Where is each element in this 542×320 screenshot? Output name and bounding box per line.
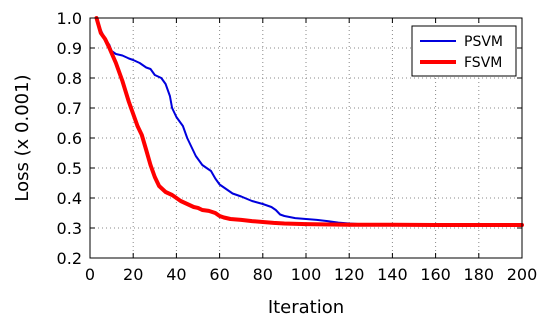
x-tick-label: 0 [85, 265, 95, 284]
y-tick-label: 0.5 [57, 159, 82, 178]
x-tick-label: 180 [464, 265, 495, 284]
x-tick-label: 200 [507, 265, 538, 284]
y-tick-label: 0.2 [57, 249, 82, 268]
y-tick-label: 0.9 [57, 39, 82, 58]
legend-label-psvm: PSVM [464, 34, 503, 50]
x-axis-label: Iteration [268, 297, 344, 318]
y-tick-label: 1.0 [57, 9, 82, 28]
y-tick-label: 0.3 [57, 219, 82, 238]
x-tick-label: 60 [209, 265, 229, 284]
x-tick-label: 140 [377, 265, 408, 284]
legend-label-fsvm: FSVM [464, 55, 502, 71]
y-tick-label: 0.4 [57, 189, 82, 208]
legend-box [411, 25, 517, 77]
x-tick-label: 40 [166, 265, 186, 284]
y-tick-label: 0.7 [57, 99, 82, 118]
series-line-psvm [95, 17, 523, 226]
x-tick-label: 80 [253, 265, 273, 284]
x-tick-label: 160 [420, 265, 451, 284]
y-axis-label: Loss (x 0.001) [12, 74, 33, 201]
x-tick-label: 20 [123, 265, 143, 284]
series-line-fsvm [94, 16, 524, 227]
grid [90, 18, 522, 258]
x-tick-label: 120 [334, 265, 365, 284]
ticks: 0 20 40 60 80 100 120 140 160 180 200 0.2 0.3 0.4 0.5 0… [57, 9, 538, 284]
series-layer [94, 16, 524, 227]
x-tick-label: 100 [291, 265, 322, 284]
legend: PSVM FSVM [411, 25, 517, 77]
y-tick-label: 0.6 [57, 129, 82, 148]
y-tick-label: 0.8 [57, 69, 82, 88]
